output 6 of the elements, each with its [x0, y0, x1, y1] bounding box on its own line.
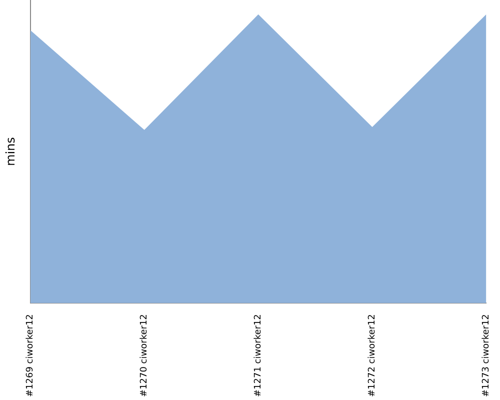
- y-axis-title: mins: [3, 137, 18, 166]
- x-tick-label: #1272 ciworker12: [368, 314, 378, 398]
- x-tick-label: #1273 ciworker12: [482, 314, 492, 398]
- x-tick-label: #1271 ciworker12: [254, 314, 264, 398]
- x-tick-label: #1270 ciworker12: [140, 314, 150, 398]
- x-tick-label: #1269 ciworker12: [26, 314, 36, 398]
